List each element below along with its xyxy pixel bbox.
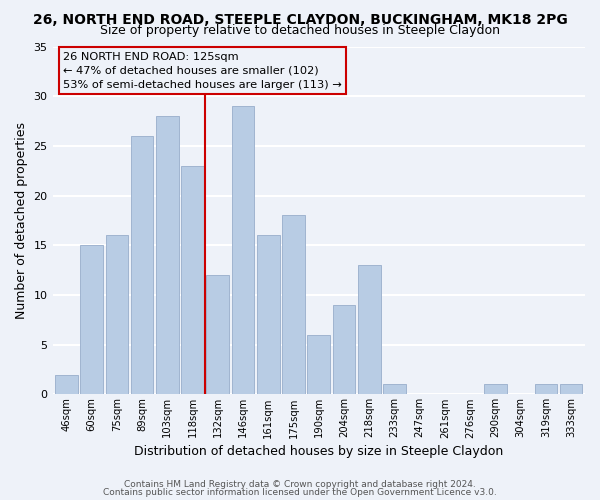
Bar	[484, 384, 507, 394]
Bar	[80, 246, 103, 394]
Bar	[232, 106, 254, 395]
Y-axis label: Number of detached properties: Number of detached properties	[15, 122, 28, 319]
Bar	[332, 305, 355, 394]
Text: Contains HM Land Registry data © Crown copyright and database right 2024.: Contains HM Land Registry data © Crown c…	[124, 480, 476, 489]
Bar	[156, 116, 179, 394]
X-axis label: Distribution of detached houses by size in Steeple Claydon: Distribution of detached houses by size …	[134, 444, 503, 458]
Bar	[106, 236, 128, 394]
Bar	[55, 374, 78, 394]
Text: Size of property relative to detached houses in Steeple Claydon: Size of property relative to detached ho…	[100, 24, 500, 37]
Text: Contains public sector information licensed under the Open Government Licence v3: Contains public sector information licen…	[103, 488, 497, 497]
Bar	[560, 384, 583, 394]
Bar	[181, 166, 204, 394]
Bar	[535, 384, 557, 394]
Text: 26 NORTH END ROAD: 125sqm
← 47% of detached houses are smaller (102)
53% of semi: 26 NORTH END ROAD: 125sqm ← 47% of detac…	[63, 52, 342, 90]
Bar	[282, 216, 305, 394]
Text: 26, NORTH END ROAD, STEEPLE CLAYDON, BUCKINGHAM, MK18 2PG: 26, NORTH END ROAD, STEEPLE CLAYDON, BUC…	[32, 12, 568, 26]
Bar	[206, 275, 229, 394]
Bar	[257, 236, 280, 394]
Bar	[383, 384, 406, 394]
Bar	[358, 265, 380, 394]
Bar	[307, 335, 330, 394]
Bar	[131, 136, 154, 394]
